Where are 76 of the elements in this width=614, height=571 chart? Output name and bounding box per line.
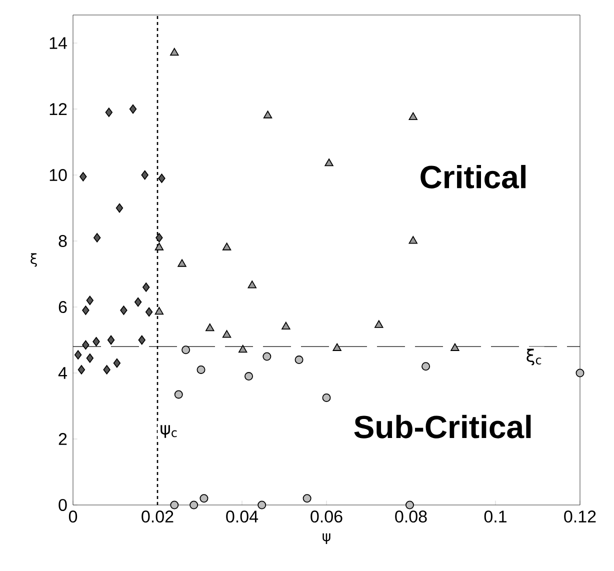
point bbox=[182, 346, 190, 354]
ref-line-label: ψ$_{c}$ bbox=[160, 425, 177, 438]
point bbox=[134, 297, 142, 307]
point bbox=[374, 320, 384, 328]
point bbox=[129, 104, 137, 114]
point bbox=[178, 259, 186, 267]
y-axis-title: ξ bbox=[30, 253, 37, 267]
y-tick-label: 6 bbox=[58, 300, 67, 314]
x-tick-label: 0.02 bbox=[142, 510, 174, 523]
y-tick-label: 12 bbox=[50, 103, 67, 115]
ref-line-label: ξ$_{c}$ bbox=[526, 348, 542, 366]
x-tick-label: 0.12 bbox=[564, 510, 596, 523]
point bbox=[258, 500, 266, 510]
y-tick-label: 4 bbox=[58, 367, 67, 379]
annotation: Critical bbox=[420, 164, 526, 188]
point bbox=[206, 324, 214, 332]
point bbox=[116, 203, 124, 213]
point bbox=[322, 394, 331, 402]
point bbox=[408, 112, 418, 120]
point bbox=[82, 340, 90, 350]
point bbox=[405, 500, 414, 510]
point bbox=[80, 172, 87, 182]
point bbox=[154, 307, 164, 315]
x-tick-label: 0.04 bbox=[226, 510, 258, 523]
point bbox=[262, 352, 272, 361]
point bbox=[154, 242, 164, 250]
point bbox=[248, 280, 256, 288]
point bbox=[190, 500, 198, 510]
point bbox=[200, 494, 208, 503]
point bbox=[92, 337, 100, 346]
point bbox=[170, 500, 179, 510]
y-tick-label: 0 bbox=[58, 498, 67, 512]
point bbox=[120, 306, 128, 315]
x-tick-label: 0.1 bbox=[484, 510, 506, 523]
point bbox=[86, 354, 94, 363]
point bbox=[196, 365, 206, 374]
y-tick-label: 2 bbox=[58, 433, 67, 445]
point bbox=[156, 233, 163, 242]
point bbox=[282, 322, 290, 330]
point bbox=[158, 174, 166, 183]
point bbox=[107, 335, 115, 345]
point bbox=[238, 344, 248, 353]
annotation: Sub-Critical bbox=[354, 414, 531, 438]
point bbox=[145, 307, 153, 317]
point bbox=[324, 158, 334, 166]
point bbox=[78, 365, 86, 374]
y-tick-label: 14 bbox=[50, 37, 67, 49]
point bbox=[174, 390, 183, 399]
point bbox=[302, 494, 312, 503]
point bbox=[263, 110, 272, 118]
y-tick-label: 10 bbox=[50, 169, 67, 182]
x-tick-label: 0.08 bbox=[395, 510, 427, 523]
point bbox=[294, 356, 304, 364]
point bbox=[142, 282, 150, 292]
point bbox=[105, 108, 113, 117]
point bbox=[222, 242, 232, 250]
point bbox=[332, 343, 342, 351]
x-tick-label: 0.06 bbox=[310, 510, 342, 523]
point bbox=[408, 236, 418, 244]
point bbox=[170, 48, 179, 56]
point bbox=[103, 365, 110, 374]
point bbox=[74, 350, 82, 360]
x-axis-title: ψ bbox=[322, 533, 330, 544]
point bbox=[422, 362, 430, 371]
point bbox=[82, 306, 90, 315]
point bbox=[93, 233, 101, 242]
point bbox=[141, 170, 148, 180]
point bbox=[138, 335, 146, 345]
point bbox=[450, 343, 460, 351]
point bbox=[113, 358, 121, 368]
y-tick-label: 8 bbox=[58, 235, 67, 248]
point bbox=[222, 330, 232, 338]
point bbox=[244, 372, 254, 381]
point bbox=[86, 296, 94, 306]
point bbox=[576, 368, 584, 378]
x-tick-label: 0 bbox=[68, 510, 78, 523]
